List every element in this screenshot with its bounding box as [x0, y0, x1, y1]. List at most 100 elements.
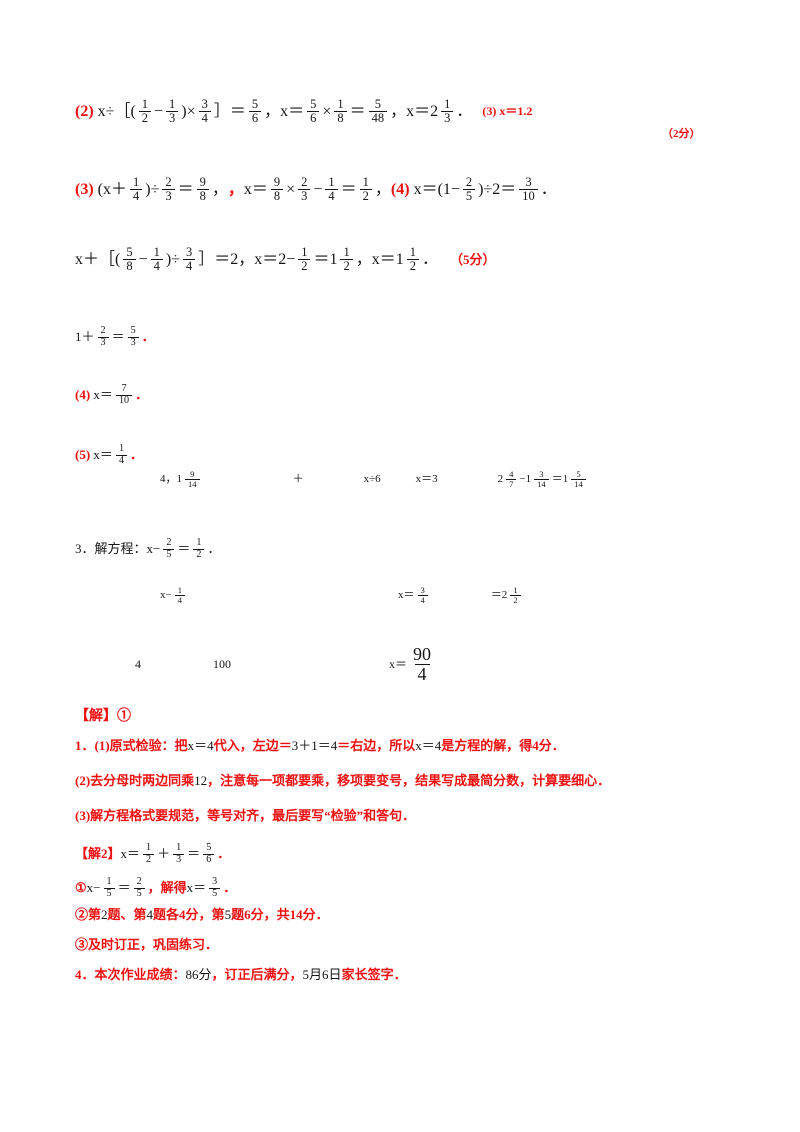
answer-row-1: 4，1 9 14 ＋ x÷6 x＝3 2 4 7 −1 3 14 ＝1 5 14: [160, 469, 589, 490]
fraction-numerator: 1: [146, 842, 152, 853]
red-annotation-text: 14分: [289, 907, 316, 922]
fraction-numerator: 1: [196, 537, 202, 548]
math-text: x＝(1−: [413, 180, 460, 198]
math-text: 2: [101, 907, 108, 922]
fraction-numerator: 1: [513, 585, 518, 595]
math-text: x＋［(: [75, 250, 121, 268]
fraction-denominator: 6: [248, 111, 262, 125]
work-line-1: 1＋ 2 3 ＝ 5 3 ．: [75, 325, 155, 349]
fraction-numerator: 1: [409, 245, 416, 259]
fraction: 5 48: [368, 97, 388, 126]
work-line-3: (5) x＝ 1 4 ．: [75, 443, 144, 467]
red-annotation-text: ．: [141, 329, 155, 345]
fraction-denominator: 5: [209, 887, 221, 900]
math-text: ＝: [117, 880, 131, 896]
fraction-denominator: 10: [115, 394, 133, 407]
math-text: ＝: [340, 180, 357, 198]
red-annotation-text: (3): [75, 180, 98, 198]
work-line-2: (4) x＝ 7 10 ．: [75, 383, 148, 407]
math-line-1: (2) x÷［(1 2−1 3)× 3 4 ］＝ 5 6 ，x＝ 5 6 × 1 8 ＝ 5 48 ，x＝2 1 3 ．…: [75, 97, 533, 126]
math-text: −: [154, 102, 164, 120]
red-annotation-text: (3) x＝1.2: [482, 104, 533, 119]
fraction: 9 14: [185, 469, 200, 490]
math-text: x＝: [243, 180, 268, 198]
fraction-numerator: 90: [413, 644, 432, 664]
red-annotation-text: (3)解方程格式要规范，等号对齐，最后要写“检验”和答句．: [75, 808, 416, 823]
fraction: 3 14: [534, 469, 549, 490]
fraction: 3 10: [519, 175, 538, 204]
fraction-numerator: 5: [251, 97, 259, 111]
fraction-numerator: 1: [153, 245, 160, 259]
math-text: (x＋: [97, 180, 127, 198]
fraction-denominator: 2: [340, 259, 353, 273]
math-text: 100: [213, 657, 231, 672]
fraction-numerator: 2: [465, 175, 473, 189]
fraction-denominator: 2: [406, 259, 419, 273]
red-annotation-text: 【解2】: [75, 846, 121, 862]
math-text: 86分: [185, 967, 212, 982]
math-text: x＝: [389, 657, 408, 672]
fraction-numerator: 9: [199, 175, 206, 189]
fraction: 5 14: [571, 469, 586, 490]
fraction-numerator: 5: [374, 97, 381, 111]
math-text: ＝: [187, 846, 201, 862]
fraction-denominator: 8: [334, 111, 347, 125]
math-text: ＝: [349, 102, 366, 120]
fraction: 7 10: [115, 383, 133, 407]
red-annotation-text: 4．本次作业成绩：: [75, 967, 186, 982]
fraction-numerator: 1: [362, 175, 369, 189]
red-annotation-text: ＝右边，所以: [337, 738, 416, 753]
math-text: ＝: [177, 541, 191, 557]
fraction-denominator: 3: [173, 853, 185, 866]
note-line-1: 1．(1)原式检验：把 x＝4 代入，左边＝ 3＋1＝4 ＝右边，所以 x＝4 是方程的解，…: [75, 738, 565, 754]
fraction-numerator: 1: [301, 245, 308, 259]
red-annotation-text: ，注意每一项都要乘，移项要变号，结果写成最简分数，计算要细心．: [207, 773, 611, 788]
fraction-denominator: 3: [166, 111, 179, 125]
math-text: ＝1: [551, 472, 569, 485]
math-text: x＝: [398, 588, 415, 601]
fraction-numerator: 2: [166, 537, 172, 548]
fraction-numerator: 4: [509, 469, 514, 479]
math-text: −: [138, 250, 148, 268]
fraction-numerator: 3: [201, 97, 208, 111]
math-text: x÷［(: [97, 102, 136, 120]
fraction-numerator: 5: [310, 97, 317, 111]
fraction-denominator: 4: [130, 189, 143, 203]
red-annotation-text: ，解得: [147, 880, 187, 896]
red-annotation-text: ．: [130, 447, 144, 463]
fraction-denominator: 5: [163, 548, 175, 561]
red-annotation-text: (2): [75, 102, 98, 120]
red-annotation-text: (4): [390, 180, 414, 198]
fraction-denominator: 14: [534, 479, 549, 489]
math-text: ，: [374, 180, 391, 198]
fraction-numerator: 3: [539, 469, 544, 479]
red-annotation-text: 题各: [153, 907, 180, 922]
red-annotation-text: ．: [551, 738, 565, 753]
red-annotation-text: 是方程的解，得: [441, 738, 533, 753]
math-text: ，x＝2: [390, 102, 439, 120]
red-annotation-text: ．: [315, 907, 329, 922]
math-text: x−: [86, 880, 101, 896]
math-text: ．: [456, 102, 473, 120]
note-line-8: 4．本次作业成绩： 86分 ，订正后满分， 5月6日 家长签字．: [75, 967, 407, 983]
fraction-denominator: 3: [97, 336, 109, 349]
